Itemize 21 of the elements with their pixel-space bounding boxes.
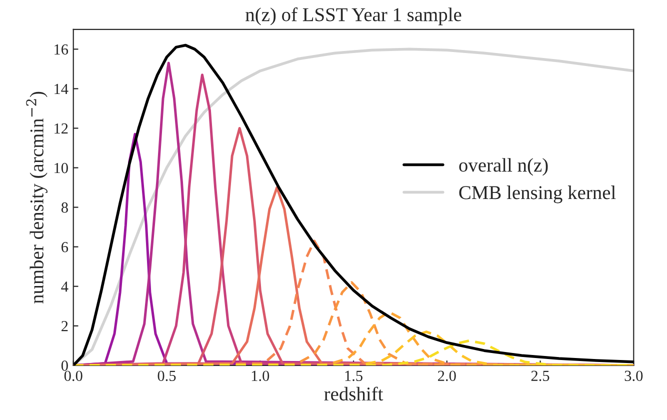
legend-label: CMB lensing kernel [459,186,616,204]
x-tick-label: 0.5 [158,370,176,382]
x-tick-label: 3.0 [624,370,643,382]
y-tick-label: 12 [54,123,68,134]
x-tick-label: 0.0 [64,370,82,382]
x-tick-label: 2.5 [531,370,550,382]
chart-title: n(z) of LSST Year 1 sample [246,7,462,26]
y-tick-label: 2 [62,321,68,332]
y-tick-label: 16 [54,44,68,55]
y-tick-label: 10 [54,162,68,174]
legend-label: overall n(z) [459,158,548,176]
x-tick-label: 1.5 [345,370,362,382]
x-tick-label: 1.0 [252,370,270,382]
y-tick-label: 8 [61,202,68,213]
y-axis-title: number density (arcmin$^{−2}$) [26,92,48,304]
y-tick-label: 4 [61,282,68,292]
x-axis-title: redshift [324,386,384,401]
y-tick-label: 6 [62,242,68,252]
y-tick-label: 14 [54,84,68,94]
y-tick-label: 0 [61,360,68,371]
x-tick-label: 2.0 [438,370,456,382]
